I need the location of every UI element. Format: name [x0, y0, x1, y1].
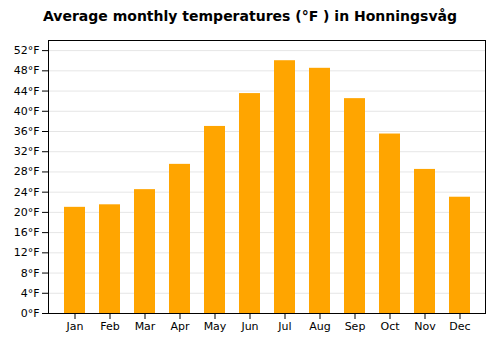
svg-text:Oct: Oct: [380, 320, 400, 333]
svg-text:Dec: Dec: [449, 320, 470, 333]
svg-text:48°F: 48°F: [14, 64, 40, 77]
svg-text:Mar: Mar: [135, 320, 156, 333]
svg-text:20°F: 20°F: [14, 206, 40, 219]
html-text:Average monthly temperatures (: Average monthly temperatures (°F ) in Ho…: [43, 8, 457, 24]
svg-text:0°F: 0°F: [21, 307, 40, 320]
svg-text:4°F: 4°F: [21, 287, 40, 300]
svg-text:24°F: 24°F: [14, 186, 40, 199]
svg-text:32°F: 32°F: [14, 145, 40, 158]
svg-text:16°F: 16°F: [14, 226, 40, 239]
svg-text:Feb: Feb: [100, 320, 119, 333]
svg-text:Jun: Jun: [240, 320, 258, 333]
svg-text:Jan: Jan: [66, 320, 84, 333]
svg-text:Nov: Nov: [414, 320, 436, 333]
svg-text:8°F: 8°F: [21, 267, 40, 280]
svg-text:Jul: Jul: [277, 320, 291, 333]
svg-text:52°F: 52°F: [14, 44, 40, 57]
svg-text:12°F: 12°F: [14, 246, 40, 259]
svg-text:May: May: [204, 320, 227, 333]
svg-text:Sep: Sep: [345, 320, 366, 333]
svg-text:Aug: Aug: [309, 320, 330, 333]
svg-text:28°F: 28°F: [14, 165, 40, 178]
svg-text:Apr: Apr: [170, 320, 190, 333]
svg-text:44°F: 44°F: [14, 85, 40, 98]
svg-text:40°F: 40°F: [14, 105, 40, 118]
svg-text:36°F: 36°F: [14, 125, 40, 138]
